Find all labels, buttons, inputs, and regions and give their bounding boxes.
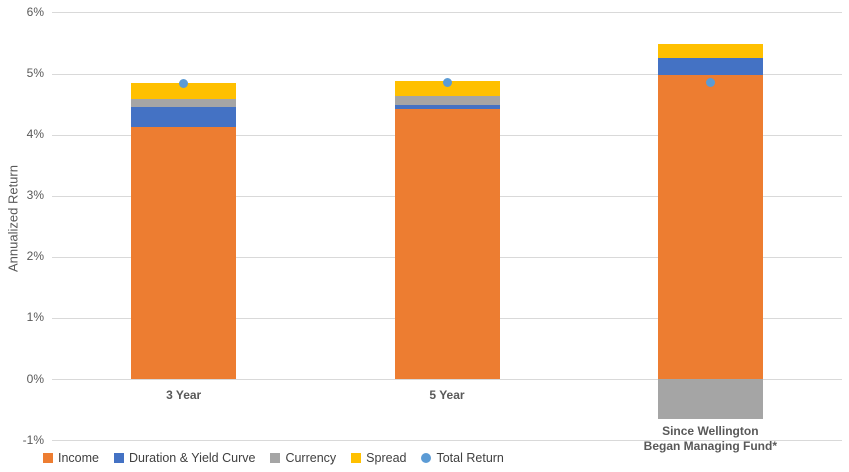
legend-item-duration-yield-curve: Duration & Yield Curve bbox=[114, 451, 255, 465]
y-axis-tick-label: 2% bbox=[26, 249, 44, 264]
legend-label: Spread bbox=[366, 451, 407, 465]
legend-marker-circle-icon bbox=[421, 453, 432, 463]
y-axis-tick-label: 3% bbox=[26, 188, 44, 203]
bar-segment-currency bbox=[394, 96, 500, 105]
legend-item-total-return: Total Return bbox=[421, 451, 504, 465]
gridline bbox=[52, 440, 842, 442]
legend-marker-square-icon bbox=[351, 453, 362, 463]
legend-marker-square-icon bbox=[270, 453, 281, 463]
legend-marker-square-icon bbox=[114, 453, 124, 463]
gridline bbox=[52, 379, 842, 380]
legend: Income Duration & Yield Curve Currency Spre… bbox=[43, 451, 504, 465]
legend-label: Duration & Yield Curve bbox=[129, 451, 256, 465]
x-axis-category-label: 5 Year bbox=[429, 388, 465, 402]
bar-segment-duration-yield-curve bbox=[394, 104, 500, 109]
legend-marker-square-icon bbox=[43, 453, 53, 463]
total-return-marker bbox=[442, 77, 452, 87]
bar-segment-duration-yield-curve bbox=[131, 107, 237, 128]
y-axis-tick-label: -1% bbox=[22, 432, 44, 447]
bar-segment-spread bbox=[657, 44, 763, 59]
legend-item-currency: Currency bbox=[270, 451, 336, 465]
bar-segment-spread bbox=[394, 81, 500, 97]
legend-item-income: Income bbox=[43, 451, 99, 465]
y-axis-tick-label: 0% bbox=[26, 371, 44, 386]
bar-segment-income bbox=[394, 108, 500, 379]
x-axis-category-label: Since Wellington Began Managing Fund* bbox=[643, 423, 777, 453]
y-axis-tick-label: 6% bbox=[26, 4, 44, 19]
x-axis-category-label: 3 Year bbox=[166, 388, 202, 402]
gridline bbox=[52, 12, 842, 14]
bar-segment-currency bbox=[657, 379, 763, 419]
legend-label: Currency bbox=[285, 451, 337, 465]
y-axis-tick-label: 5% bbox=[26, 66, 44, 80]
gridline bbox=[52, 73, 842, 75]
y-axis-tick-label: 1% bbox=[26, 310, 44, 325]
bar-segment-income bbox=[131, 127, 237, 379]
legend-item-spread: Spread bbox=[351, 451, 406, 465]
total-return-marker bbox=[179, 79, 189, 89]
bar-segment-spread bbox=[131, 83, 237, 99]
bar-segment-income bbox=[657, 75, 763, 379]
total-return-marker bbox=[705, 78, 715, 88]
bar-segment-currency bbox=[131, 98, 237, 108]
legend-label: Income bbox=[58, 451, 99, 465]
bar-segment-duration-yield-curve bbox=[657, 58, 763, 76]
legend-label: Total Return bbox=[436, 451, 504, 465]
y-axis-tick-label: 4% bbox=[26, 127, 44, 142]
